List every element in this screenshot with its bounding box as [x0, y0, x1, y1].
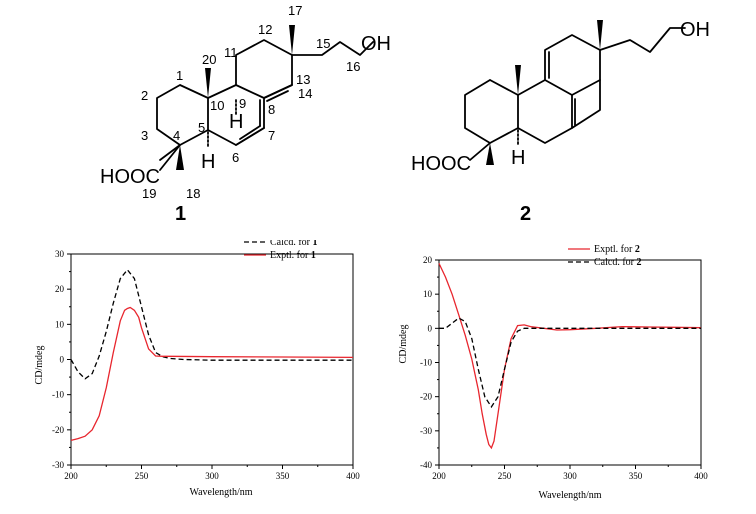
series-line-calcd [70, 268, 353, 380]
structure-compound-2: OH HOOC H 2 [411, 19, 710, 225]
y-tick-label: 0 [60, 355, 65, 365]
compound-id-1: 1 [175, 203, 186, 225]
x-tick-label: 400 [346, 471, 360, 481]
y-tick-label: 20 [55, 284, 65, 294]
y-tick-label: -30 [420, 426, 432, 436]
y-axis-title: CD/mdeg [398, 325, 409, 364]
locant: 20 [202, 52, 216, 67]
structure-compound-1: OH HOOC H H 1 2 3 4 5 6 7 8 9 10 11 12 1… [100, 3, 391, 225]
locant: 15 [316, 36, 330, 51]
chart-axes: 200 250 300 350 400 -40 -30 -20 -10 0 10 20 [420, 255, 708, 481]
locant: 1 [176, 68, 183, 83]
series-line-calcd [439, 317, 701, 409]
x-tick-label: 300 [563, 471, 577, 481]
x-tick-label: 300 [205, 471, 219, 481]
cd-chart-compound-2: 200 250 300 350 400 -40 -30 -20 -10 0 10 20 Exptl. … [398, 244, 708, 501]
x-tick-label: 250 [498, 471, 512, 481]
hydroxyl-label-1: OH [361, 33, 391, 55]
chart-series-group [70, 268, 354, 442]
hydrogen-label-c5: H [201, 151, 215, 173]
plot-frame [438, 259, 702, 466]
locant: 16 [346, 59, 360, 74]
y-tick-label: -10 [52, 390, 64, 400]
x-tick-label: 350 [276, 471, 290, 481]
locant: 12 [258, 22, 272, 37]
series-line-exptl [70, 306, 354, 442]
locant: 10 [210, 98, 224, 113]
carboxyl-label-2: HOOC [411, 153, 471, 175]
locant: 11 [224, 45, 238, 60]
x-tick-label: 200 [432, 471, 446, 481]
locant: 8 [268, 102, 275, 117]
legend-label-compound: 2 [637, 257, 642, 268]
carboxyl-label-1: HOOC [100, 166, 160, 188]
x-tick-label: 250 [135, 471, 149, 481]
locant: 3 [141, 128, 148, 143]
y-tick-label: 20 [423, 255, 433, 265]
legend-label: Calcd. for 2 [594, 257, 642, 268]
legend-label-compound: 2 [635, 244, 640, 255]
y-tick-label: 10 [423, 289, 433, 299]
y-tick-label: -40 [420, 460, 432, 470]
legend-label-compound: 1 [313, 240, 318, 248]
legend-label: Exptl. for 2 [594, 244, 640, 255]
plot-frame [70, 253, 354, 466]
legend-label: Exptl. for 1 [270, 250, 316, 261]
legend-label-text: Exptl. for [594, 244, 635, 255]
locant: 18 [186, 186, 200, 201]
y-tick-label: -20 [52, 425, 64, 435]
y-tick-label: 0 [428, 323, 433, 333]
series-line-exptl [438, 263, 702, 450]
locant: 5 [198, 120, 205, 135]
legend-label-text: Calcd. for [594, 257, 637, 268]
locant: 13 [296, 72, 310, 87]
legend-label-text: Calcd. for [270, 240, 313, 248]
locant: 4 [173, 128, 180, 143]
x-axis-title: Wavelength/nm [189, 487, 252, 498]
legend-label-compound: 1 [311, 250, 316, 261]
y-tick-label: 30 [55, 249, 65, 259]
locant: 6 [232, 150, 239, 165]
y-tick-label: 10 [55, 319, 65, 329]
y-tick-label: -20 [420, 392, 432, 402]
locant: 14 [298, 86, 312, 101]
chart-series-group [438, 263, 702, 450]
y-axis-title: CD/mdeg [34, 346, 45, 385]
locant: 9 [239, 96, 246, 111]
x-axis-title: Wavelength/nm [538, 490, 601, 501]
hydrogen-label-c9: H [229, 111, 243, 133]
legend-label-text: Exptl. for [270, 250, 311, 261]
cd-chart-compound-1: 200 250 300 350 400 -30 -20 -10 0 10 20 30 Calcd. f… [34, 240, 360, 498]
locant: 19 [142, 186, 156, 201]
chemical-structures: OH HOOC H H 1 2 3 4 5 6 7 8 9 10 11 12 1… [100, 3, 710, 225]
x-tick-label: 200 [64, 471, 78, 481]
locant: 7 [268, 128, 275, 143]
compound-id-2: 2 [520, 203, 531, 225]
hydroxyl-label-2: OH [680, 19, 710, 41]
legend-label: Calcd. for 1 [270, 240, 318, 248]
locant: 17 [288, 3, 302, 18]
x-tick-label: 350 [629, 471, 643, 481]
y-tick-label: -10 [420, 358, 432, 368]
y-tick-label: -30 [52, 460, 64, 470]
chart-axes: 200 250 300 350 400 -30 -20 -10 0 10 20 30 [52, 249, 360, 481]
x-tick-label: 400 [694, 471, 708, 481]
hydrogen-label-2: H [511, 147, 525, 169]
locant: 2 [141, 88, 148, 103]
